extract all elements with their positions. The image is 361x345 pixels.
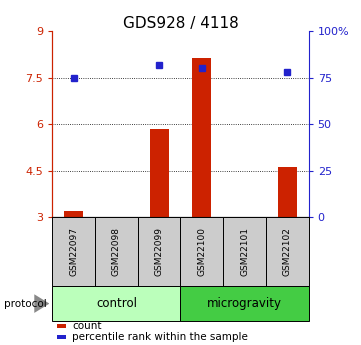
Bar (64, 210, 83, 217)
Bar (95, 217, 138, 286)
Bar (278, 167, 297, 217)
Text: percentile rank within the sample: percentile rank within the sample (72, 332, 248, 342)
Bar (57, 324, 66, 328)
Bar (180, 217, 223, 286)
Bar (57, 335, 66, 339)
Polygon shape (34, 294, 49, 313)
Bar (52, 217, 95, 286)
Bar (180, 286, 309, 321)
Text: protocol: protocol (4, 299, 46, 308)
Text: GSM22102: GSM22102 (283, 227, 292, 276)
Text: GSM22100: GSM22100 (197, 227, 206, 276)
Bar (266, 217, 309, 286)
Text: control: control (96, 297, 137, 310)
Text: GDS928 / 4118: GDS928 / 4118 (123, 16, 238, 30)
Bar (52, 286, 180, 321)
Bar (138, 217, 180, 286)
Bar (192, 58, 212, 217)
Text: GSM22098: GSM22098 (112, 227, 121, 276)
Text: microgravity: microgravity (207, 297, 282, 310)
Bar (149, 129, 169, 217)
Text: count: count (72, 321, 102, 331)
Text: GSM22097: GSM22097 (69, 227, 78, 276)
Text: GSM22101: GSM22101 (240, 227, 249, 276)
Bar (223, 217, 266, 286)
Text: GSM22099: GSM22099 (155, 227, 164, 276)
